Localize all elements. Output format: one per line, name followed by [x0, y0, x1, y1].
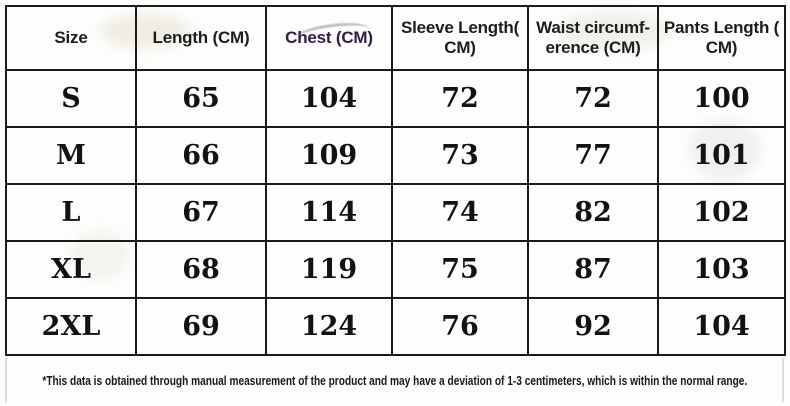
- cell-sleeve-length: 73: [391, 126, 529, 185]
- cell-sleeve-length: 74: [391, 183, 529, 242]
- table-row-s: S 65 104 72 72 100: [5, 69, 786, 128]
- cell-sleeve-length: 75: [391, 240, 529, 299]
- cell-size-label: XL: [5, 240, 137, 299]
- cell-waist-circumference: 92: [527, 297, 659, 356]
- cell-size-label: M: [5, 126, 137, 185]
- cell-chest: 114: [265, 183, 393, 242]
- cell-sleeve-length: 76: [391, 297, 529, 356]
- measurement-disclaimer: *This data is obtained through manual me…: [5, 358, 784, 402]
- cell-pants-length: 102: [657, 183, 786, 242]
- cell-length: 68: [135, 240, 267, 299]
- header-cell-sleeve-length: Sleeve Length( CM): [391, 5, 529, 71]
- table-row-xl: XL 68 119 75 87 103: [5, 240, 786, 299]
- cell-size-label: 2XL: [5, 297, 137, 356]
- cell-length: 69: [135, 297, 267, 356]
- table-row-m: M 66 109 73 77 101: [5, 126, 786, 185]
- cell-waist-circumference: 82: [527, 183, 659, 242]
- table-header-row: Size Length (CM) Chest (CM) Sleeve Lengt…: [5, 5, 786, 71]
- cell-waist-circumference: 77: [527, 126, 659, 185]
- cell-pants-length: 101: [657, 126, 786, 185]
- header-cell-length: Length (CM): [135, 5, 267, 71]
- cell-length: 67: [135, 183, 267, 242]
- cell-chest: 119: [265, 240, 393, 299]
- cell-length: 66: [135, 126, 267, 185]
- header-cell-waist-circumference: Waist circumf- erence (CM): [527, 5, 659, 71]
- size-chart-table: Size Length (CM) Chest (CM) Sleeve Lengt…: [5, 5, 786, 356]
- table-row-2xl: 2XL 69 124 76 92 104: [5, 297, 786, 356]
- cell-length: 65: [135, 69, 267, 128]
- cell-size-label: S: [5, 69, 137, 128]
- cell-chest: 104: [265, 69, 393, 128]
- table-row-l: L 67 114 74 82 102: [5, 183, 786, 242]
- header-cell-pants-length: Pants Length ( CM): [657, 5, 786, 71]
- cell-sleeve-length: 72: [391, 69, 529, 128]
- header-cell-size: Size: [5, 5, 137, 71]
- cell-chest: 109: [265, 126, 393, 185]
- header-cell-chest: Chest (CM): [265, 5, 393, 71]
- cell-pants-length: 100: [657, 69, 786, 128]
- cell-size-label: L: [5, 183, 137, 242]
- cell-waist-circumference: 87: [527, 240, 659, 299]
- disclaimer-text: *This data is obtained through manual me…: [42, 372, 747, 388]
- cell-pants-length: 103: [657, 240, 786, 299]
- cell-waist-circumference: 72: [527, 69, 659, 128]
- cell-pants-length: 104: [657, 297, 786, 356]
- cell-chest: 124: [265, 297, 393, 356]
